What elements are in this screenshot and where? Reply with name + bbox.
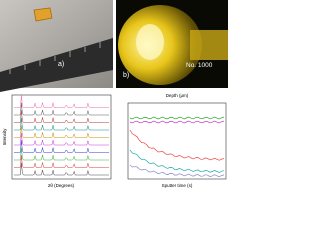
xrd-plot: Intensity 2θ (Degrees) <box>2 94 112 188</box>
x-axis-label: 2θ (Degrees) <box>48 183 75 188</box>
y-axis-label: Intensity <box>2 128 7 146</box>
xrd-trace <box>14 102 109 116</box>
xrd-trace <box>14 147 109 161</box>
depth-profile-plot: Depth (μm) Sputter time (s) <box>127 93 227 188</box>
xrd-trace <box>14 125 109 138</box>
sample-label: No. 1000 <box>186 62 213 69</box>
profile-trace <box>129 149 225 173</box>
xrd-trace <box>14 155 109 168</box>
photo-a: a) <box>0 0 113 92</box>
profile-trace <box>129 120 225 124</box>
xrd-trace <box>14 117 109 131</box>
xrd-trace <box>14 95 109 108</box>
xrd-trace <box>14 132 109 146</box>
xrd-trace <box>14 140 109 153</box>
top-axis-label: Depth (μm) <box>166 93 189 98</box>
photo-b: No. 1000 b) <box>116 0 228 88</box>
panel-label: b) <box>123 72 129 79</box>
profile-trace <box>129 129 225 161</box>
profile-trace <box>129 164 225 178</box>
figure: a) No. 1000 b) Intensity 2θ (Degrees) De… <box>0 0 228 188</box>
profile-trace <box>129 116 225 120</box>
xrd-trace <box>14 110 109 123</box>
xrd-trace <box>14 162 109 176</box>
panel-label: a) <box>58 61 64 68</box>
x-axis-label: Sputter time (s) <box>162 183 193 188</box>
